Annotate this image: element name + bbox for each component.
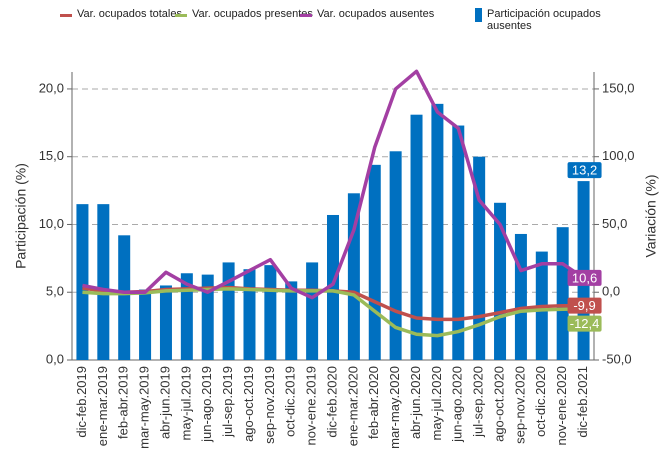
- y2-tick-label: 100,0: [602, 148, 635, 163]
- bar: [494, 202, 507, 360]
- bar: [473, 156, 486, 360]
- value-label: -9,9: [567, 297, 602, 314]
- y2-tick-label: -50,0: [602, 351, 632, 366]
- y-tick-label: 20,0: [39, 80, 64, 95]
- y-tick-label: 15,0: [39, 148, 64, 163]
- value-label-box: [567, 315, 602, 332]
- bar: [285, 281, 298, 360]
- bar: [180, 273, 193, 360]
- legend-item: Var. ocupados ausentes: [300, 8, 434, 20]
- y-tick-label: 5,0: [46, 284, 64, 299]
- legend-swatch: [300, 14, 312, 17]
- x-tick-label: feb-abr.2019: [116, 366, 131, 439]
- legend-swatch: [175, 14, 187, 17]
- y-tick-label: 0,0: [46, 351, 64, 366]
- x-tick-label: jun-ago.2020: [450, 366, 465, 443]
- value-label-text: -9,9: [573, 298, 595, 313]
- x-tick-label: sep-nov.2019: [262, 366, 277, 444]
- x-tick-label: jul-sep.2020: [471, 366, 486, 438]
- x-tick-label: nov-ene.2019: [304, 366, 319, 446]
- bar: [368, 164, 381, 360]
- y2-tick-label: 50,0: [602, 216, 627, 231]
- x-tick-label: dic-feb.2019: [74, 366, 89, 438]
- y2-tick-label: 0,0: [602, 284, 620, 299]
- y2-axis-title: Variación (%): [643, 175, 659, 258]
- legend-label: Participación ocupados ausentes: [487, 8, 601, 32]
- line: [82, 69, 585, 300]
- legend: Var. ocupados totales Var. ocupados prese…: [60, 8, 660, 38]
- x-tick-label: may-jul.2020: [429, 366, 444, 440]
- x-tick-label: feb-abr.2020: [366, 366, 381, 439]
- legend-item: Var. ocupados totales: [60, 8, 182, 20]
- y2-tick-label: 150,0: [602, 80, 635, 95]
- legend-swatch: [60, 14, 72, 17]
- bar: [431, 103, 444, 360]
- x-tick-label: sep-nov.2020: [512, 366, 527, 444]
- x-tick-label: oct-dic.2019: [283, 366, 298, 437]
- bar: [159, 285, 172, 360]
- bar: [327, 214, 339, 360]
- x-tick-label: may-jul.2019: [178, 366, 193, 440]
- x-tick-label: ene-mar.2020: [345, 366, 360, 446]
- value-label-text: 13,2: [572, 163, 597, 178]
- bar: [118, 235, 131, 360]
- bar: [76, 204, 89, 360]
- bar: [139, 289, 152, 360]
- legend-item: Participación ocupados ausentes: [475, 8, 617, 32]
- legend-item: Var. ocupados presentes: [175, 8, 313, 20]
- x-tick-label: jun-ago.2019: [199, 366, 214, 443]
- bar: [410, 114, 423, 360]
- x-tick-label: oct-dic.2020: [533, 366, 548, 437]
- value-label-text: -12,4: [570, 316, 600, 331]
- value-label-box: [567, 297, 602, 314]
- value-label: 13,2: [567, 162, 602, 179]
- legend-label: Var. ocupados totales: [77, 8, 182, 20]
- legend-label: Var. ocupados ausentes: [317, 8, 435, 20]
- x-tick-label: nov-ene.2020: [554, 366, 569, 446]
- bar: [243, 269, 256, 360]
- bar: [514, 233, 527, 360]
- bar: [222, 262, 235, 360]
- x-tick-label: ago-oct.2019: [241, 366, 256, 442]
- bar: [389, 151, 402, 360]
- bar: [556, 227, 569, 360]
- x-tick-label: ago-oct.2020: [491, 366, 506, 442]
- x-tick-label: mar-may.2020: [387, 366, 402, 449]
- bar: [306, 262, 319, 360]
- legend-swatch: [475, 8, 482, 22]
- y-tick-label: 10,0: [39, 216, 64, 231]
- value-label-box: [567, 162, 602, 179]
- y-axis-title: Participación (%): [13, 163, 29, 269]
- value-label: -12,4: [567, 315, 602, 332]
- x-tick-label: abr-jun.2019: [157, 366, 172, 439]
- bar: [97, 204, 110, 360]
- bar: [201, 274, 214, 360]
- bar: [264, 265, 277, 360]
- bar: [452, 125, 465, 360]
- x-tick-label: abr-jun.2020: [408, 366, 423, 439]
- legend-label: Var. ocupados presentes: [192, 8, 313, 20]
- value-label-box: [567, 269, 602, 286]
- value-label: 10,6: [567, 269, 602, 286]
- x-tick-label: ene-mar.2019: [95, 366, 110, 446]
- x-tick-label: dic-feb.2021: [575, 366, 590, 438]
- x-tick-label: mar-may.2019: [137, 366, 152, 449]
- line: [82, 287, 584, 338]
- x-tick-label: dic-feb.2020: [324, 366, 339, 438]
- value-label-text: 10,6: [572, 270, 597, 285]
- x-tick-label: jul-sep.2019: [220, 366, 235, 438]
